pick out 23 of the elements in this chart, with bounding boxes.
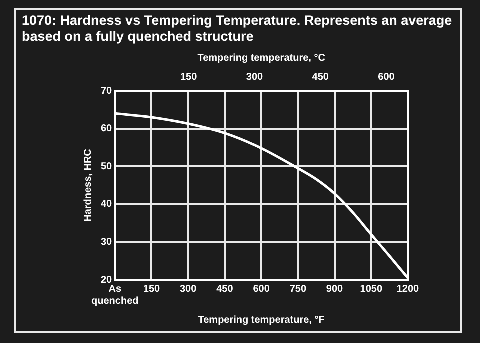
x-tick-label: As quenched bbox=[92, 284, 139, 307]
y-axis-title: Hardness, HRC bbox=[82, 149, 94, 222]
x-tick-label: 300 bbox=[180, 284, 198, 295]
y-tick-label: 50 bbox=[101, 161, 113, 172]
y-tick-label: 60 bbox=[101, 124, 113, 135]
x-tick-label: 150 bbox=[143, 284, 161, 295]
chart-title: 1070: Hardness vs Tempering Temperature. Represents an average based on a fully quenched structure bbox=[22, 13, 454, 45]
x-tick-label: 1050 bbox=[360, 284, 383, 295]
x-axis-title: Tempering temperature, °F bbox=[198, 314, 325, 326]
x2-tick-label: 450 bbox=[312, 72, 330, 83]
y-tick-label: 20 bbox=[101, 274, 113, 286]
x-tick-label: 600 bbox=[253, 284, 270, 295]
y-tick-label: 70 bbox=[101, 86, 113, 97]
x2-tick-label: 150 bbox=[180, 72, 198, 83]
x-tick-label: 450 bbox=[216, 284, 234, 295]
x2-tick-label: 300 bbox=[246, 72, 264, 83]
x-tick-label: 900 bbox=[326, 284, 344, 295]
x-tick-label: 1200 bbox=[396, 284, 420, 295]
y-tick-label: 30 bbox=[101, 236, 113, 248]
y-tick-label: 40 bbox=[101, 199, 113, 210]
x2-axis-title: Tempering temperature, °C bbox=[198, 52, 326, 64]
x-tick-label: 750 bbox=[290, 284, 307, 295]
x2-tick-label: 600 bbox=[378, 72, 396, 83]
